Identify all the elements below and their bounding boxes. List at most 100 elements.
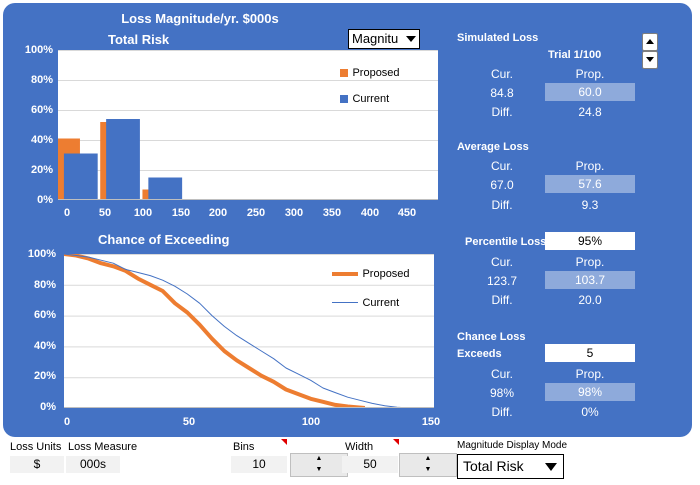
avg-diff-label: Diff. xyxy=(491,198,513,212)
sim-diff-label: Diff. xyxy=(491,105,513,119)
simulated-loss-title: Simulated Loss xyxy=(457,32,539,44)
top-xtick: 450 xyxy=(397,207,417,219)
bottom-ytick: 60% xyxy=(33,309,56,321)
top-xtick: 200 xyxy=(208,207,228,219)
mode-dropdown-value: Total Risk xyxy=(463,458,524,474)
sim-prop-value: 60.0 xyxy=(545,83,635,101)
bottom-ytick: 40% xyxy=(33,340,56,352)
loss-units-label: Loss Units xyxy=(10,441,62,453)
sim-cur-label: Cur. xyxy=(490,67,513,81)
percentile-loss-title: Percentile Loss xyxy=(465,236,547,248)
total-risk-plot: Proposed Current xyxy=(58,50,438,200)
chance-diff-label: Diff. xyxy=(491,405,513,419)
mode-label: Magnitude Display Mode xyxy=(457,440,568,451)
loss-units-value[interactable]: $ xyxy=(10,456,64,473)
legend-label-current: Current xyxy=(352,92,390,105)
width-stepper[interactable]: ▲ ▼ xyxy=(399,453,457,477)
stepper-up-icon: ▲ xyxy=(424,455,432,462)
pct-prop-value: 103.7 xyxy=(545,271,635,289)
mode-dropdown[interactable]: Total Risk xyxy=(457,454,564,479)
pct-prop-label: Prop. xyxy=(575,255,605,269)
bottom-ytick: 100% xyxy=(27,248,56,260)
percentile-input[interactable]: 95% xyxy=(545,232,635,250)
avg-diff-value: 9.3 xyxy=(581,198,599,212)
chance-cur-value: 98% xyxy=(489,386,515,400)
width-value[interactable]: 50 xyxy=(342,456,398,473)
legend-label-current: Current xyxy=(362,296,400,309)
arrow-up-icon xyxy=(646,39,654,44)
bottom-ytick: 0% xyxy=(40,401,56,413)
trial-up-button[interactable] xyxy=(642,33,658,51)
bar-current xyxy=(148,177,183,200)
comment-marker xyxy=(281,439,287,445)
legend-proposed-line: Proposed xyxy=(332,265,410,283)
average-loss-title: Average Loss xyxy=(457,141,529,153)
header-title: Loss Magnitude/yr. $000s xyxy=(121,11,279,26)
pct-cur-label: Cur. xyxy=(490,255,513,269)
legend-proposed: Proposed xyxy=(340,64,400,82)
pct-diff-value: 20.0 xyxy=(578,293,602,307)
top-ytick: 0% xyxy=(37,194,53,206)
bottom-xtick: 0 xyxy=(63,416,71,428)
loss-measure-label: Loss Measure xyxy=(68,441,138,453)
bottom-ytick: 20% xyxy=(33,370,56,382)
top-ytick: 80% xyxy=(30,74,53,86)
display-dropdown[interactable]: Magnitu xyxy=(348,29,420,49)
chance-exceeds-title: Exceeds xyxy=(457,348,502,360)
bar-current xyxy=(63,153,98,200)
display-dropdown-value: Magnitu xyxy=(352,31,399,46)
avg-prop-label: Prop. xyxy=(575,159,605,173)
chevron-down-icon xyxy=(545,463,557,471)
trial-label: Trial 1/100 xyxy=(548,49,602,61)
legend-label-proposed: Proposed xyxy=(362,267,410,280)
avg-cur-label: Cur. xyxy=(490,159,513,173)
top-xtick: 350 xyxy=(322,207,342,219)
bottom-xtick: 100 xyxy=(301,416,321,428)
bins-value[interactable]: 10 xyxy=(231,456,287,473)
legend-label-proposed: Proposed xyxy=(352,66,400,79)
top-ytick: 20% xyxy=(30,164,53,176)
top-xtick: 100 xyxy=(133,207,153,219)
bar-current xyxy=(106,119,140,200)
bins-stepper[interactable]: ▲ ▼ xyxy=(290,453,348,477)
top-xtick: 250 xyxy=(246,207,266,219)
stepper-up-icon: ▲ xyxy=(315,455,323,462)
comment-marker xyxy=(393,439,399,445)
legend-current: Current xyxy=(340,90,389,108)
top-ytick: 60% xyxy=(30,104,53,116)
chance-prop-label: Prop. xyxy=(575,367,605,381)
sim-diff-value: 24.8 xyxy=(578,105,602,119)
total-risk-chart xyxy=(58,50,438,200)
line-proposed xyxy=(63,252,366,410)
chance-input[interactable]: 5 xyxy=(545,344,635,362)
pct-cur-value: 123.7 xyxy=(486,274,518,288)
stepper-down-icon: ▼ xyxy=(424,466,432,473)
top-xtick: 150 xyxy=(171,207,191,219)
chevron-down-icon xyxy=(406,36,416,42)
legend-line-proposed xyxy=(332,271,358,276)
arrow-down-icon xyxy=(646,57,654,62)
bottom-xtick: 50 xyxy=(182,416,196,428)
top-xtick: 50 xyxy=(98,207,112,219)
chance-diff-value: 0% xyxy=(581,405,599,419)
top-chart-title: Total Risk xyxy=(108,32,170,47)
width-label: Width xyxy=(345,441,374,453)
avg-prop-value: 57.6 xyxy=(545,175,635,193)
chance-cur-label: Cur. xyxy=(490,367,513,381)
loss-measure-value[interactable]: 000s xyxy=(66,456,120,473)
bottom-xtick: 150 xyxy=(421,416,441,428)
chance-exceeding-plot: Proposed Current xyxy=(63,252,434,410)
legend-swatch-current xyxy=(340,94,348,103)
chance-prop-value: 98% xyxy=(545,383,635,401)
chance-loss-title: Chance Loss xyxy=(457,331,526,343)
sim-prop-label: Prop. xyxy=(575,67,605,81)
top-xtick: 400 xyxy=(360,207,380,219)
bottom-chart-title: Chance of Exceeding xyxy=(98,232,230,247)
chance-exceeding-chart xyxy=(63,252,434,410)
avg-cur-value: 67.0 xyxy=(490,178,514,192)
top-xtick: 300 xyxy=(284,207,304,219)
legend-swatch-proposed xyxy=(340,68,348,77)
trial-down-button[interactable] xyxy=(642,51,658,69)
line-current xyxy=(63,253,410,409)
top-ytick: 100% xyxy=(24,44,53,56)
